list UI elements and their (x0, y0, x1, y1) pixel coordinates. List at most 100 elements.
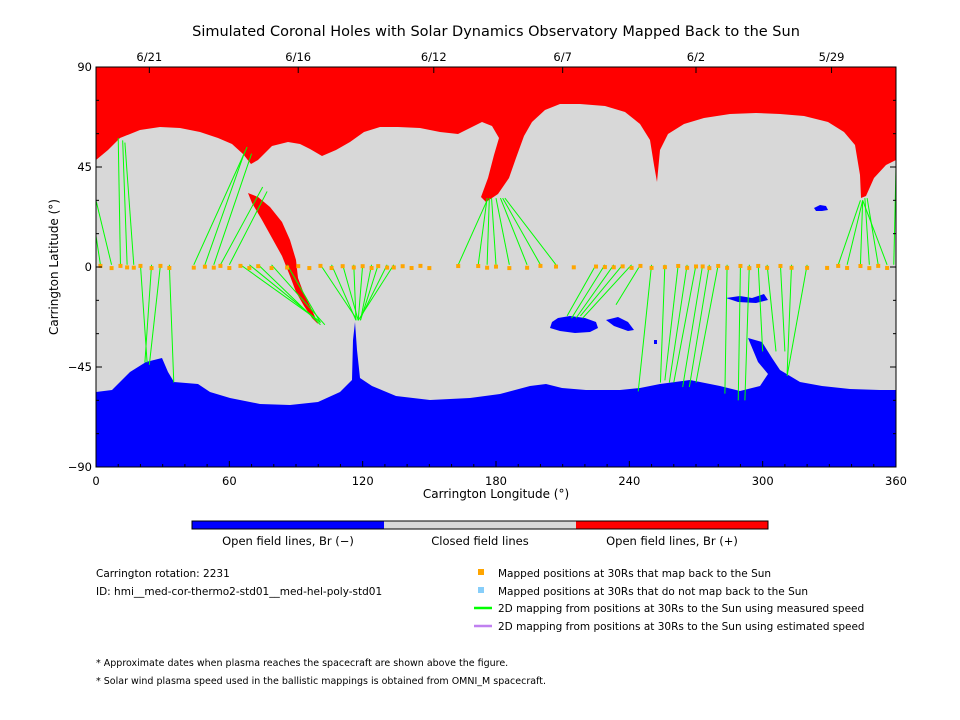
mapped-point (158, 263, 163, 268)
mapped-point (725, 265, 730, 270)
x-axis-label: Carrington Longitude (°) (423, 487, 569, 501)
mapped-point (676, 263, 681, 268)
mapped-point (694, 264, 698, 269)
mapped-point (202, 264, 207, 269)
mapped-point (98, 263, 103, 268)
date-tick-label: 5/29 (819, 50, 845, 64)
field-line (688, 264, 710, 388)
mapped-point (211, 265, 216, 270)
colorbar: Open field lines, Br (−) Closed field li… (191, 520, 769, 548)
field-line (486, 198, 490, 265)
field-line (737, 264, 741, 401)
mapped-point (409, 266, 414, 271)
field-line (779, 264, 786, 352)
mapped-point (620, 264, 625, 269)
mapped-point (296, 264, 301, 269)
mapped-point (340, 264, 345, 269)
field-line (220, 186, 264, 266)
positive-polarity-streamer (248, 193, 318, 324)
field-line (357, 264, 395, 321)
y-tick-label: 0 (85, 260, 92, 274)
legend-measured-label: 2D mapping from positions at 30Rs to the… (498, 603, 864, 615)
field-line (724, 264, 728, 394)
colorbar-label-open-positive: Open field lines, Br (+) (606, 534, 738, 548)
mapped-point (867, 266, 872, 271)
mapped-point (427, 266, 432, 271)
legend-not-mapped-label: Mapped positions at 30Rs that do not map… (498, 586, 808, 598)
mapped-point (247, 266, 252, 271)
x-tick-label: 360 (885, 474, 907, 488)
field-line (286, 264, 321, 323)
note-speed: * Solar wind plasma speed used in the ba… (96, 676, 546, 687)
mapped-point (476, 264, 481, 269)
mapped-point (507, 266, 512, 271)
mapped-point (385, 265, 390, 270)
field-line (95, 235, 101, 265)
x-tick-label: 0 (92, 474, 99, 488)
mapped-point (876, 263, 881, 268)
mapped-point (269, 266, 274, 271)
field-line (502, 197, 541, 266)
legend: Mapped positions at 30Rs that map back t… (474, 568, 865, 633)
x-tick-label: 180 (485, 474, 507, 488)
legend-estimated-label: 2D mapping from positions at 30Rs to the… (498, 621, 865, 633)
mapped-point (494, 264, 498, 269)
field-line (477, 198, 488, 265)
field-line (859, 200, 864, 265)
mapped-point (845, 265, 850, 270)
mapped-point (456, 264, 461, 269)
mapped-point (227, 266, 232, 271)
mapped-point (131, 265, 136, 270)
date-tick-label: 6/21 (136, 50, 162, 64)
field-line (495, 198, 510, 265)
field-line (331, 264, 357, 321)
field-line (504, 197, 557, 266)
field-line (571, 264, 606, 319)
mapped-point (238, 263, 243, 268)
carrington-rotation: Carrington rotation: 2231 (96, 568, 230, 580)
negative-patch-4 (814, 205, 828, 211)
mapped-point (716, 263, 721, 268)
field-line (659, 264, 666, 383)
colorbar-closed (384, 521, 576, 529)
mapped-point (738, 263, 743, 268)
mapped-point (858, 264, 863, 269)
colorbar-open-negative (192, 521, 384, 529)
field-line (257, 264, 321, 326)
mapped-point (400, 264, 405, 269)
field-line (837, 200, 861, 265)
field-line (682, 264, 704, 388)
mapped-point (538, 263, 543, 268)
mapped-point (149, 266, 154, 271)
legend-mapped-label: Mapped positions at 30Rs that map back t… (498, 568, 771, 580)
mapped-point (707, 266, 712, 271)
field-line (122, 140, 128, 265)
field-line (95, 200, 113, 265)
colorbar-label-open-negative: Open field lines, Br (−) (222, 534, 354, 548)
mapped-point (167, 265, 172, 270)
mapped-point (329, 266, 334, 271)
field-line (566, 264, 597, 317)
field-line (499, 197, 528, 265)
field-line (673, 264, 697, 383)
field-line (491, 198, 497, 265)
note-dates: * Approximate dates when plasma reaches … (96, 658, 508, 669)
legend-not-mapped-swatch (478, 587, 484, 593)
field-line (786, 264, 793, 374)
mapped-point (778, 263, 783, 268)
y-tick-label: 90 (77, 60, 92, 74)
field-line (695, 264, 719, 383)
mapped-point (700, 264, 705, 269)
date-tick-label: 6/16 (285, 50, 311, 64)
field-lines (95, 138, 897, 401)
field-line (457, 200, 488, 265)
field-line (320, 264, 357, 319)
field-line (575, 264, 615, 319)
field-line (193, 146, 248, 265)
mapped-point (369, 266, 374, 271)
mapped-point (649, 265, 654, 270)
mapped-point (109, 266, 114, 271)
negative-patch-5 (654, 340, 657, 344)
mapped-point (594, 264, 598, 269)
